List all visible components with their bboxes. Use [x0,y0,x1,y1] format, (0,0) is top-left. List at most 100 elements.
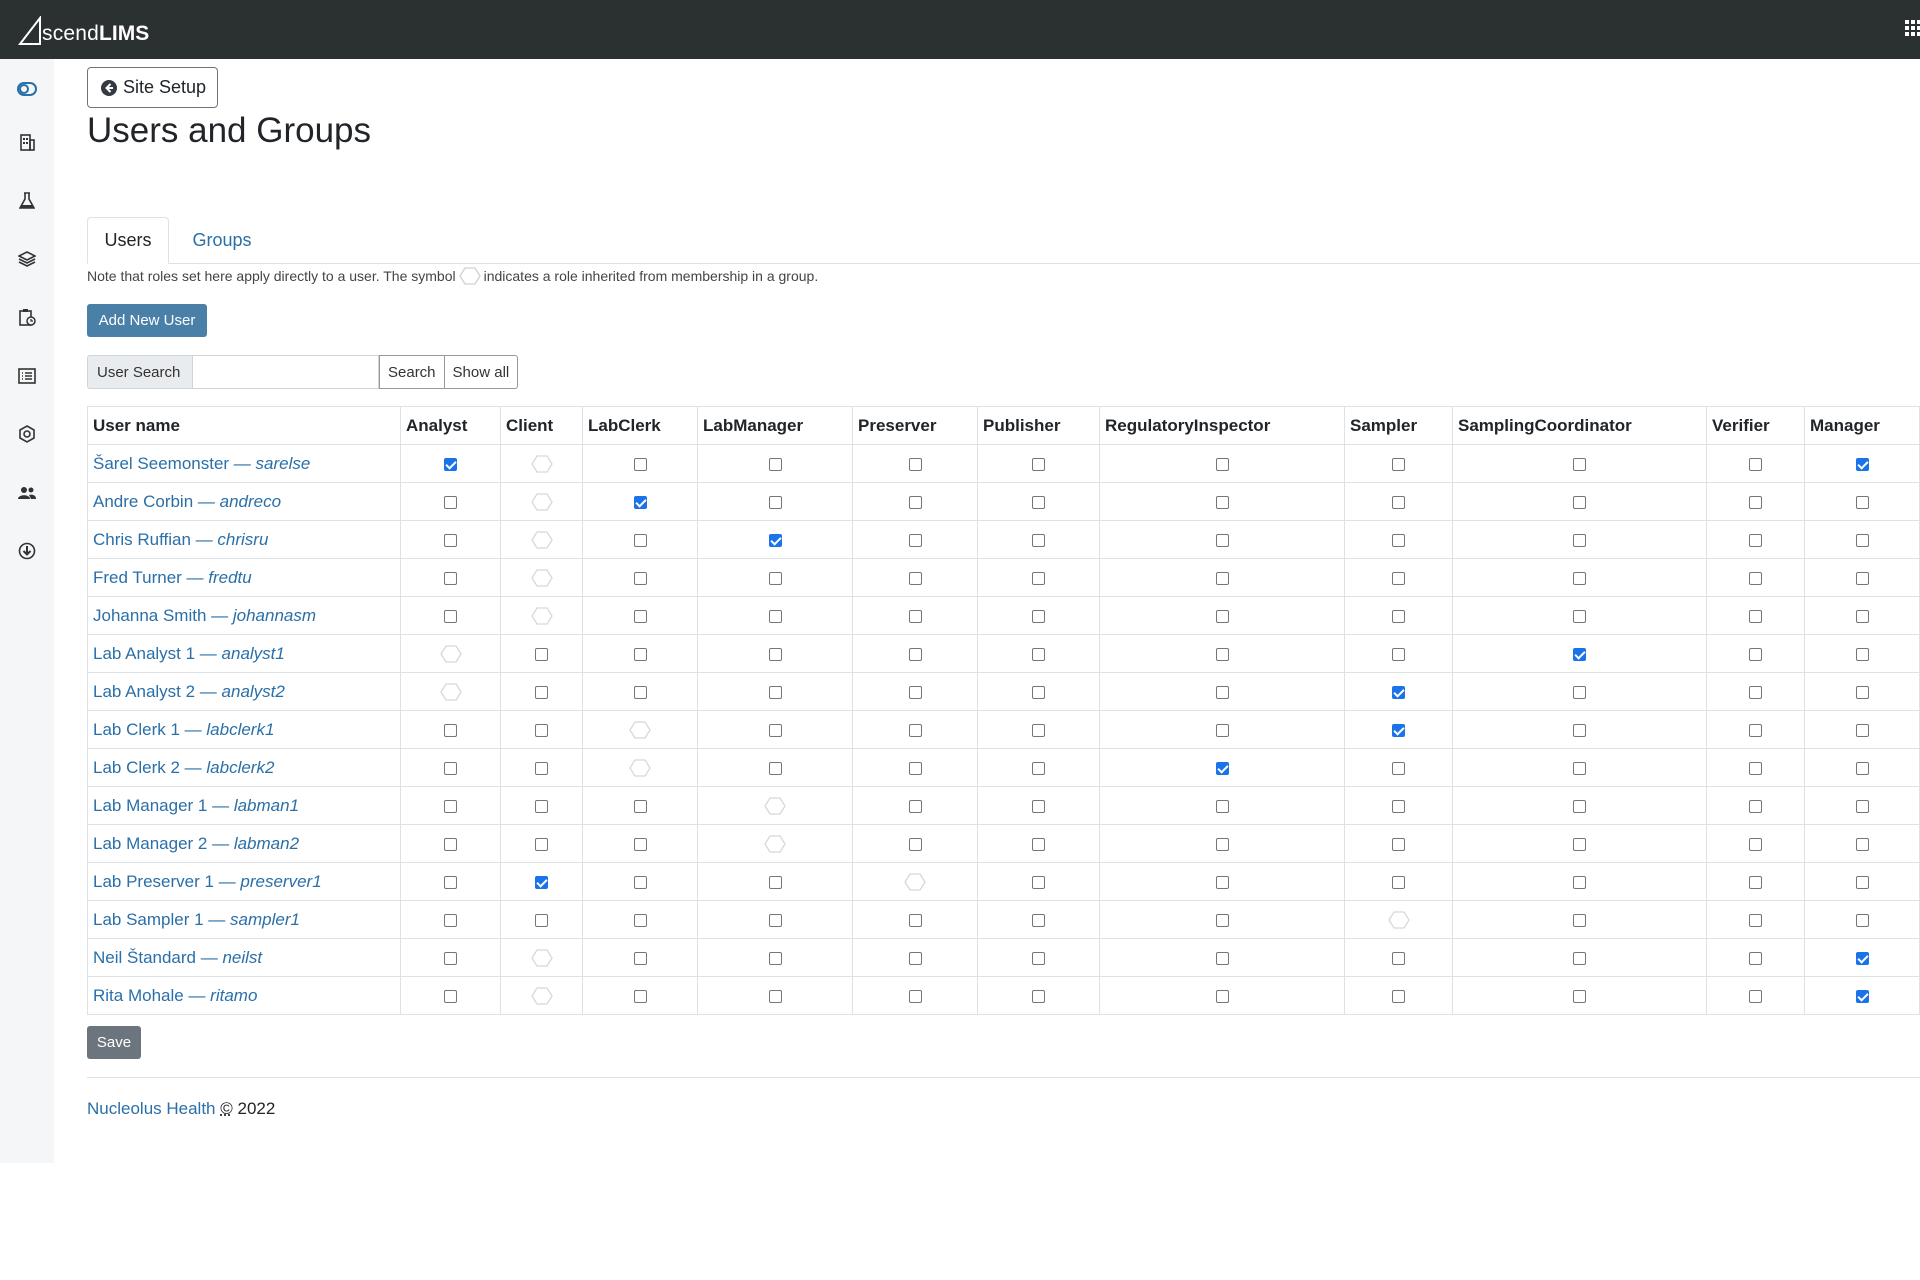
role-checkbox[interactable] [1216,800,1229,813]
role-checkbox[interactable] [1032,876,1045,889]
role-checkbox[interactable] [1573,838,1586,851]
role-checkbox[interactable] [634,648,647,661]
user-name-cell[interactable]: Lab Manager 1 — labman1 [88,787,401,825]
role-checkbox[interactable] [769,990,782,1003]
role-checkbox[interactable] [769,572,782,585]
apps-grid-icon[interactable] [1905,20,1920,38]
role-checkbox[interactable] [1032,610,1045,623]
user-name-cell[interactable]: Lab Manager 2 — labman2 [88,825,401,863]
role-checkbox[interactable] [1392,876,1405,889]
role-checkbox[interactable] [1856,648,1869,661]
user-name-cell[interactable]: Fred Turner — fredtu [88,559,401,597]
user-name-cell[interactable]: Rita Mohale — ritamo [88,977,401,1015]
role-checkbox[interactable] [769,876,782,889]
role-checkbox[interactable] [769,648,782,661]
role-checkbox[interactable] [769,724,782,737]
role-checkbox[interactable] [1392,762,1405,775]
role-checkbox[interactable] [444,800,457,813]
user-name-cell[interactable]: Šarel Seemonster — sarelse [88,445,401,483]
role-checkbox[interactable] [1749,496,1762,509]
role-checkbox[interactable] [769,952,782,965]
user-name-cell[interactable]: Lab Clerk 2 — labclerk2 [88,749,401,787]
role-checkbox-checked[interactable] [1856,990,1869,1003]
role-checkbox[interactable] [1032,458,1045,471]
role-checkbox[interactable] [909,952,922,965]
user-name-cell[interactable]: Lab Analyst 2 — analyst2 [88,673,401,711]
role-checkbox[interactable] [444,914,457,927]
role-checkbox[interactable] [1573,914,1586,927]
role-checkbox[interactable] [1216,914,1229,927]
list-icon[interactable] [15,364,39,388]
user-name-cell[interactable]: Chris Ruffian — chrisru [88,521,401,559]
role-checkbox[interactable] [1749,990,1762,1003]
role-checkbox[interactable] [535,724,548,737]
role-checkbox[interactable] [1573,610,1586,623]
role-checkbox[interactable] [1392,610,1405,623]
role-checkbox[interactable] [1856,534,1869,547]
role-checkbox[interactable] [1749,572,1762,585]
role-checkbox[interactable] [444,572,457,585]
user-search-input[interactable] [192,355,379,389]
building-icon[interactable] [15,130,39,154]
role-checkbox[interactable] [1749,610,1762,623]
role-checkbox[interactable] [1032,800,1045,813]
role-checkbox[interactable] [634,458,647,471]
role-checkbox[interactable] [444,952,457,965]
role-checkbox[interactable] [1216,648,1229,661]
back-to-site-setup-button[interactable]: Site Setup [87,67,218,108]
role-checkbox[interactable] [1392,800,1405,813]
toggle-icon[interactable] [15,77,39,101]
role-checkbox[interactable] [1749,876,1762,889]
footer-link[interactable]: Nucleolus Health [87,1099,216,1118]
role-checkbox[interactable] [634,800,647,813]
role-checkbox[interactable] [1216,724,1229,737]
role-checkbox[interactable] [1856,496,1869,509]
role-checkbox[interactable] [1392,990,1405,1003]
role-checkbox[interactable] [909,496,922,509]
role-checkbox[interactable] [1032,534,1045,547]
role-checkbox[interactable] [444,534,457,547]
user-name-cell[interactable]: Lab Sampler 1 — sampler1 [88,901,401,939]
role-checkbox[interactable] [1392,458,1405,471]
role-checkbox-checked[interactable] [1392,724,1405,737]
role-checkbox[interactable] [634,534,647,547]
role-checkbox[interactable] [535,838,548,851]
role-checkbox[interactable] [1032,496,1045,509]
role-checkbox-checked[interactable] [535,876,548,889]
role-checkbox[interactable] [1573,686,1586,699]
role-checkbox[interactable] [1032,686,1045,699]
role-checkbox-checked[interactable] [1216,762,1229,775]
user-name-cell[interactable]: Lab Analyst 1 — analyst1 [88,635,401,673]
gear-icon[interactable] [15,422,39,446]
user-name-cell[interactable]: Andre Corbin — andreco [88,483,401,521]
role-checkbox[interactable] [444,610,457,623]
role-checkbox[interactable] [1749,648,1762,661]
role-checkbox[interactable] [1749,724,1762,737]
role-checkbox[interactable] [444,762,457,775]
show-all-button[interactable]: Show all [445,355,519,389]
role-checkbox-checked[interactable] [444,458,457,471]
role-checkbox-checked[interactable] [1573,648,1586,661]
role-checkbox[interactable] [1856,686,1869,699]
role-checkbox[interactable] [769,496,782,509]
save-button[interactable]: Save [87,1026,141,1059]
role-checkbox[interactable] [769,458,782,471]
role-checkbox[interactable] [1032,914,1045,927]
role-checkbox[interactable] [909,800,922,813]
role-checkbox[interactable] [1856,914,1869,927]
role-checkbox[interactable] [1216,686,1229,699]
layers-icon[interactable] [15,247,39,271]
role-checkbox[interactable] [1216,496,1229,509]
role-checkbox[interactable] [535,648,548,661]
role-checkbox[interactable] [1216,534,1229,547]
role-checkbox[interactable] [1392,838,1405,851]
tab-users[interactable]: Users [87,217,169,264]
role-checkbox[interactable] [1392,952,1405,965]
role-checkbox[interactable] [444,724,457,737]
role-checkbox[interactable] [1032,724,1045,737]
role-checkbox[interactable] [1032,572,1045,585]
role-checkbox[interactable] [1216,990,1229,1003]
role-checkbox[interactable] [909,724,922,737]
role-checkbox[interactable] [1856,762,1869,775]
role-checkbox[interactable] [634,952,647,965]
